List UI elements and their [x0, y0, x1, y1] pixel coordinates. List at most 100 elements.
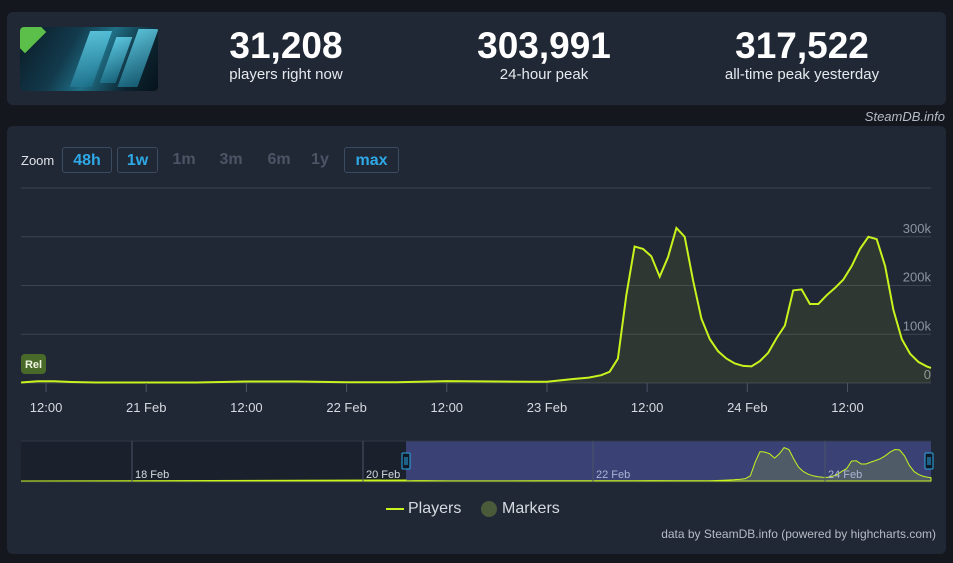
legend-item-markers[interactable]: Markers	[481, 500, 560, 518]
players-data-point	[588, 376, 590, 378]
steamdb-credit-link[interactable]: SteamDB.info	[864, 109, 945, 124]
x-tick-label: 12:00	[631, 400, 664, 415]
players-data-point	[70, 381, 72, 383]
stats-panel: 31,208 players right now 303,991 24-hour…	[7, 12, 946, 105]
players-data-point	[53, 380, 55, 382]
players-data-point	[529, 381, 531, 383]
players-legend-icon	[386, 507, 404, 510]
navigator-tick-label: 20 Feb	[366, 469, 400, 481]
x-axis-ticks	[45, 383, 849, 392]
players-data-point	[245, 380, 247, 382]
players-data-point	[709, 338, 711, 340]
players-data-point	[784, 324, 786, 326]
zoom-1w-button[interactable]: 1w	[117, 147, 158, 173]
players-data-point	[446, 380, 448, 382]
release-marker[interactable]: Rel	[21, 354, 46, 374]
players-data-point	[608, 371, 610, 373]
players-data-point	[867, 236, 869, 238]
x-tick-label: 22 Feb	[326, 400, 366, 415]
players-data-point	[20, 381, 22, 383]
chart-credit: data by SteamDB.info (powered by highcha…	[661, 527, 936, 541]
stat-label: players right now	[229, 66, 343, 83]
players-data-point	[767, 352, 769, 354]
players-data-point	[759, 360, 761, 362]
players-data-point	[809, 303, 811, 305]
players-data-point	[571, 378, 573, 380]
players-data-point	[901, 338, 903, 340]
x-tick-label: 24 Feb	[727, 400, 767, 415]
zoom-1m-button[interactable]: 1m	[172, 151, 196, 168]
players-data-point	[546, 381, 548, 383]
legend-item-players[interactable]: Players	[386, 500, 461, 518]
players-data-point	[734, 362, 736, 364]
players-data-point	[295, 380, 297, 382]
players-data-point	[742, 365, 744, 367]
navigator-left-handle[interactable]	[401, 452, 411, 470]
y-tick-label: 300k	[903, 221, 932, 236]
navigator-tick-label: 24 Feb	[828, 469, 862, 481]
right-handle-shape	[924, 452, 934, 470]
players-data-point	[930, 367, 932, 369]
zoom-6m-button[interactable]: 6m	[267, 151, 291, 168]
players-data-point	[717, 350, 719, 352]
players-data-point	[667, 256, 669, 258]
zoom-label: Zoom	[21, 153, 55, 168]
players-data-point	[692, 279, 694, 281]
players-data-point	[842, 278, 844, 280]
players-data-point	[496, 380, 498, 382]
zoom-1y-button[interactable]: 1y	[311, 151, 329, 168]
navigator-ticks: 18 Feb 20 Feb 22 Feb 24 Feb	[131, 441, 862, 482]
stat-label: all-time peak yesterday	[724, 66, 880, 83]
players-data-point	[892, 309, 894, 311]
navigator-tick-label: 22 Feb	[596, 469, 630, 481]
x-tick-label: 21 Feb	[126, 400, 166, 415]
stat-value: 303,991	[477, 25, 611, 66]
stat-24h-peak: 303,991 24-hour peak	[447, 25, 641, 84]
navigator-right-handle[interactable]	[924, 452, 934, 470]
players-data-point	[725, 357, 727, 359]
players-data-point	[775, 337, 777, 339]
players-data-point	[675, 227, 677, 229]
legend-markers-label: Markers	[502, 500, 560, 517]
players-data-point	[37, 380, 39, 382]
players-data-point	[633, 245, 635, 247]
players-data-point	[95, 381, 97, 383]
stat-value: 317,522	[735, 25, 869, 66]
x-axis-labels: 12:00 21 Feb 12:00 22 Feb 12:00 23 Feb 12:00 24…	[30, 400, 864, 415]
players-data-point	[600, 374, 602, 376]
y-tick-label: 100k	[903, 318, 932, 333]
navigator-tick-label: 18 Feb	[135, 469, 169, 481]
stat-all-time-peak: 317,522 all-time peak yesterday	[707, 25, 897, 84]
players-data-point	[396, 381, 398, 383]
players-data-point	[825, 294, 827, 296]
zoom-48h-button[interactable]: 48h	[62, 147, 112, 173]
left-handle-shape	[401, 452, 411, 470]
players-data-point	[625, 294, 627, 296]
players-data-point	[195, 381, 197, 383]
zoom-max-button[interactable]: max	[344, 147, 399, 173]
x-tick-label: 23 Feb	[527, 400, 567, 415]
players-data-point	[642, 248, 644, 250]
players-data-point	[909, 353, 911, 355]
y-axis-labels: 0 100k 200k 300k	[903, 221, 932, 382]
x-tick-label: 12:00	[431, 400, 464, 415]
players-data-point	[650, 255, 652, 257]
players-data-point	[834, 287, 836, 289]
stat-value: 31,208	[229, 25, 343, 66]
game-thumbnail[interactable]	[20, 27, 158, 91]
navigator: 18 Feb 20 Feb 22 Feb 24 Feb	[20, 440, 934, 483]
stat-current-players: 31,208 players right now	[209, 25, 363, 84]
y-tick-label: 0	[924, 367, 931, 382]
release-marker-label: Rel	[25, 359, 42, 371]
players-data-point	[684, 236, 686, 238]
legend-players-label: Players	[408, 500, 462, 517]
stat-label: 24-hour peak	[499, 66, 589, 83]
zoom-3m-button[interactable]: 3m	[219, 151, 243, 168]
players-data-point	[876, 238, 878, 240]
players-area-fill	[21, 228, 931, 383]
players-data-point	[884, 265, 886, 267]
navigator-selected-range[interactable]	[406, 441, 931, 482]
players-data-point	[800, 288, 802, 290]
players-series-line	[20, 226, 932, 384]
